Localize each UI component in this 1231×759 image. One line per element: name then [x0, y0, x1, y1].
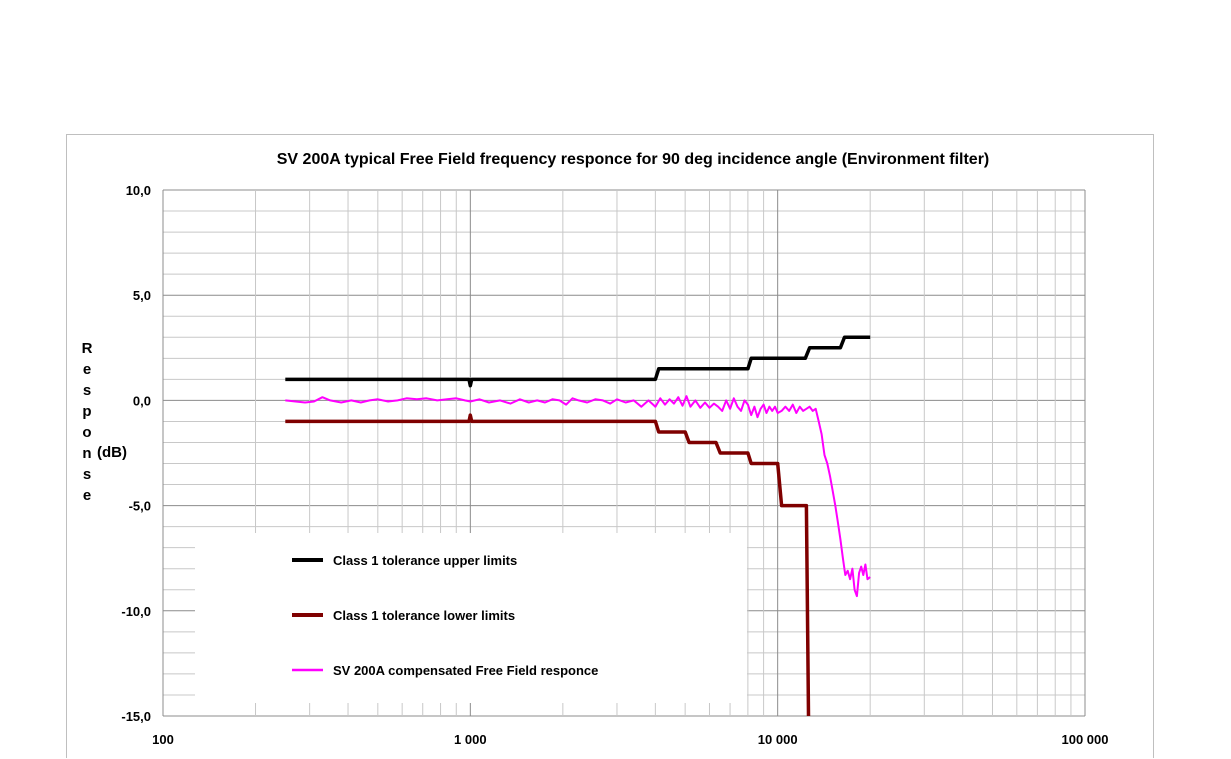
y-tick-label: -5,0 — [129, 499, 151, 514]
lower-limit-line — [285, 413, 811, 717]
y-tick-label: -15,0 — [121, 709, 151, 724]
y-axis-label-letter: p — [82, 403, 91, 420]
response-line — [285, 395, 871, 598]
y-axis-label-letter: s — [83, 382, 91, 399]
y-axis-label-letter: e — [83, 361, 91, 378]
y-axis-label-letter: R — [82, 340, 93, 357]
y-axis-label-letter: s — [83, 466, 91, 483]
y-axis-label-letter: e — [83, 487, 91, 504]
x-tick-label: 10 000 — [758, 732, 798, 747]
legend-item-lower-limits-label: Class 1 tolerance lower limits — [333, 608, 515, 623]
legend-box — [195, 533, 747, 703]
frequency-response-chart: SV 200A typical Free Field frequency res… — [82, 151, 1109, 747]
y-tick-label: 5,0 — [133, 288, 151, 303]
legend-item-response-label: SV 200A compensated Free Field responce — [333, 663, 598, 678]
chart-title: SV 200A typical Free Field frequency res… — [277, 151, 990, 168]
y-tick-label: 0,0 — [133, 393, 151, 408]
y-axis-label-letter: n — [82, 445, 91, 462]
x-tick-label: 100 — [152, 732, 174, 747]
y-axis-label-letter: o — [82, 424, 91, 441]
y-axis-unit-label: (dB) — [97, 444, 127, 461]
series — [285, 335, 871, 717]
legend: Class 1 tolerance upper limits Class 1 to… — [292, 553, 598, 678]
x-axis-ticks: 100 1 000 10 000 100 000 — [152, 732, 1108, 747]
y-tick-label: 10,0 — [126, 183, 151, 198]
x-tick-label: 100 000 — [1062, 732, 1109, 747]
chart-frame: SV 200A typical Free Field frequency res… — [66, 134, 1154, 758]
y-tick-label: -10,0 — [121, 604, 151, 619]
legend-item-upper-limits-label: Class 1 tolerance upper limits — [333, 553, 517, 568]
y-axis-ticks: 10,0 5,0 0,0 -5,0 -10,0 -15,0 — [121, 183, 151, 724]
x-tick-label: 1 000 — [454, 732, 487, 747]
upper-limit-line — [285, 335, 871, 388]
